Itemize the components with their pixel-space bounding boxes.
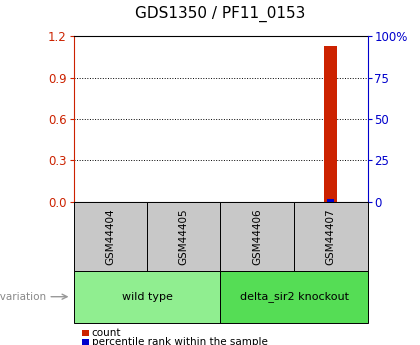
Text: percentile rank within the sample: percentile rank within the sample [92, 337, 268, 345]
Bar [324, 46, 337, 202]
Text: wild type: wild type [121, 292, 173, 302]
Text: count: count [92, 328, 121, 338]
Text: GSM44404: GSM44404 [105, 208, 115, 265]
Text: GSM44406: GSM44406 [252, 208, 262, 265]
Text: GSM44407: GSM44407 [326, 208, 336, 265]
Text: genotype/variation: genotype/variation [0, 292, 46, 302]
Text: delta_sir2 knockout: delta_sir2 knockout [239, 291, 349, 302]
Text: GSM44405: GSM44405 [179, 208, 189, 265]
Text: GDS1350 / PF11_0153: GDS1350 / PF11_0153 [135, 6, 306, 22]
Bar [327, 198, 334, 202]
